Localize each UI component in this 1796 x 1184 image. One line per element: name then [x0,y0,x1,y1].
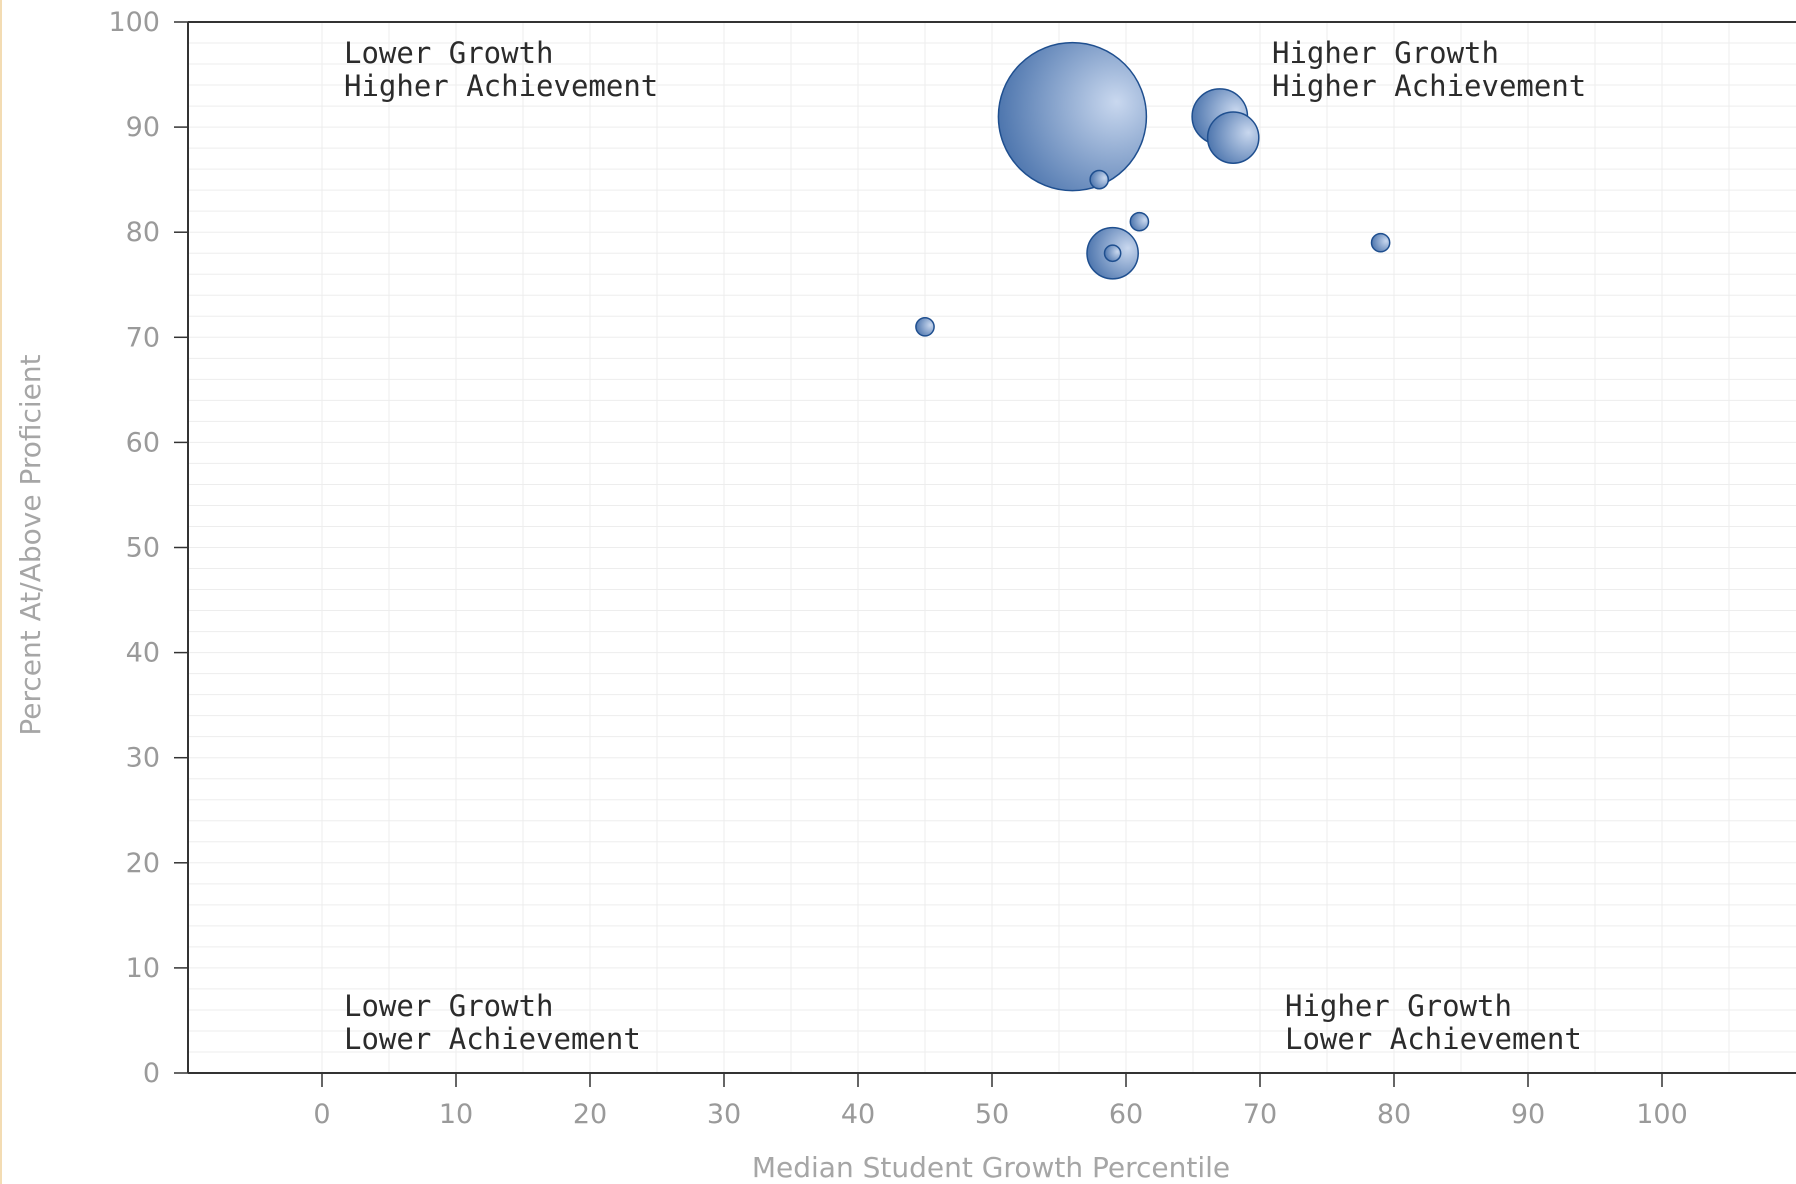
x-tick-label: 90 [1511,1099,1545,1130]
x-tick-label: 60 [1109,1099,1143,1130]
x-tick-label: 40 [841,1099,875,1130]
y-tick-label: 50 [126,533,160,564]
quadrant-label-line: Lower Growth [344,989,554,1023]
bubble-point[interactable] [1206,111,1260,164]
x-tick-label: 100 [1636,1099,1688,1130]
bubbles [915,41,1391,337]
y-tick-label: 70 [126,322,160,353]
x-tick-label: 20 [573,1099,607,1130]
y-tick-label: 40 [126,638,160,669]
quadrant-label-top-right: Higher Growth Higher Achievement [1272,36,1586,103]
quadrant-label-top-left: Lower Growth Higher Achievement [344,36,658,103]
bubble-point[interactable] [997,41,1148,192]
quadrant-label-line: Higher Growth [1285,989,1512,1023]
y-axis-title: Percent At/Above Proficient [14,354,47,735]
quadrant-label-bottom-right: Higher Growth Lower Achievement [1285,989,1582,1056]
x-tick-label: 80 [1377,1099,1411,1130]
quadrant-label-line: Higher Achievement [344,69,658,103]
quadrant-label-line: Higher Growth [1272,36,1499,70]
y-tick-label: 90 [126,112,160,143]
y-tick-label: 20 [126,848,160,879]
bubble-point[interactable] [1089,169,1110,190]
x-tick-label: 70 [1243,1099,1277,1130]
bubble-point[interactable] [1129,211,1150,232]
quadrant-label-line: Lower Growth [344,36,554,70]
quadrant-label-line: Lower Achievement [1285,1022,1582,1056]
axes: 0 10 20 30 40 50 60 70 80 90 100 0 10 20 30 40 50 60 70 80 9… [108,7,1796,1130]
y-tick-label: 0 [143,1058,160,1089]
x-tick-label: 10 [439,1099,473,1130]
quadrant-label-line: Higher Achievement [1272,69,1586,103]
y-tick-label: 100 [108,7,160,38]
bubble-point[interactable] [1103,244,1122,263]
quadrant-label-line: Lower Achievement [344,1022,641,1056]
x-tick-label: 0 [313,1099,330,1130]
y-tick-label: 10 [126,953,160,984]
bubble-point[interactable] [915,316,935,337]
left-border [0,0,2,1184]
y-tick-label: 60 [126,427,160,458]
quadrant-label-bottom-left: Lower Growth Lower Achievement [344,989,641,1056]
x-tick-label: 50 [975,1099,1009,1130]
y-tick-label: 30 [126,743,160,774]
x-axis-title: Median Student Growth Percentile [752,1151,1230,1184]
grid [188,21,1796,1074]
bubble-point[interactable] [1370,232,1391,253]
y-tick-label: 80 [126,217,160,248]
x-tick-label: 30 [707,1099,741,1130]
